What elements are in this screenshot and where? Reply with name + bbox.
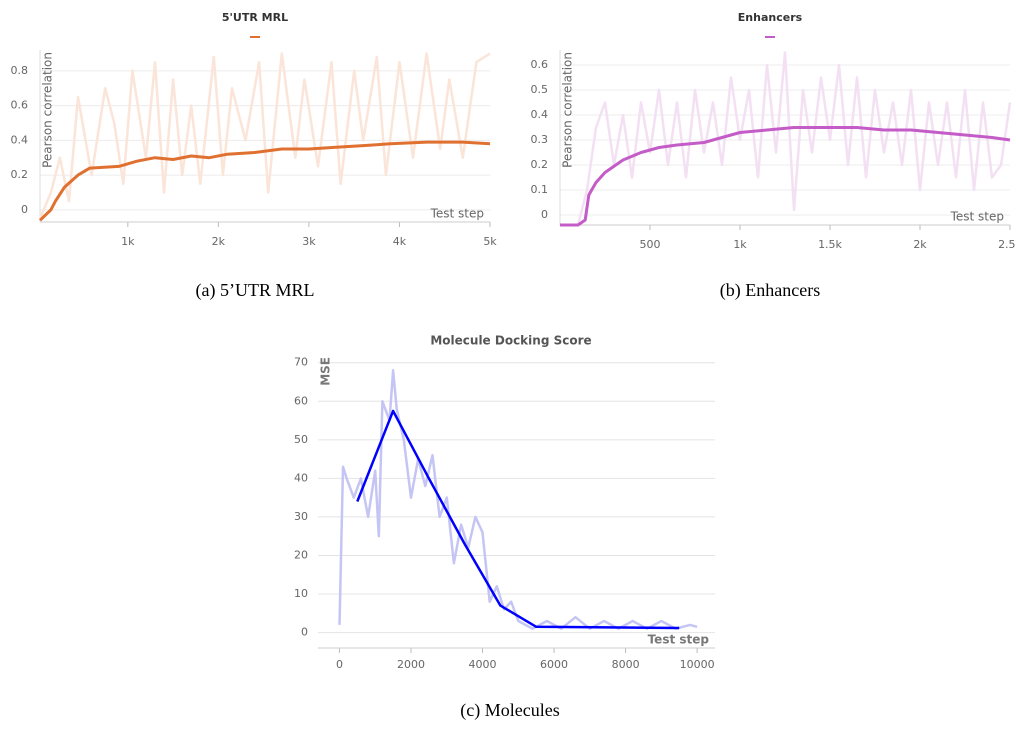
x-tick-label: 1k (121, 235, 135, 248)
x-tick-label: 5k (483, 235, 497, 248)
x-tick-label: 4k (393, 235, 407, 248)
y-tick-label: 0 (541, 208, 548, 221)
y-axis-label: MSE (319, 357, 333, 386)
y-tick-label: 0.2 (531, 158, 549, 171)
caption: (c) Molecules (460, 700, 559, 721)
raw-line (338, 369, 698, 630)
x-tick-label: 1k (733, 238, 747, 251)
chart-title: Enhancers (738, 11, 803, 24)
y-tick-label: 70 (294, 356, 308, 369)
y-tick-label: 50 (294, 433, 308, 446)
y-tick-label: 20 (294, 548, 308, 561)
y-tick-label: 0.2 (11, 168, 29, 181)
x-tick-label: 2k (212, 235, 226, 248)
raw-line (38, 52, 491, 219)
x-tick-label: 500 (640, 238, 661, 251)
y-axis-label: Pearson correlation (561, 52, 575, 168)
y-tick-label: 0.8 (11, 64, 29, 77)
y-tick-label: 0 (21, 203, 28, 216)
chart-title: Molecule Docking Score (430, 334, 591, 348)
y-tick-label: 0.3 (531, 133, 549, 146)
y-tick-label: 40 (294, 471, 308, 484)
x-tick-label: 10000 (680, 658, 715, 671)
y-tick-label: 0.6 (11, 99, 29, 112)
y-tick-label: 60 (294, 394, 308, 407)
x-axis-label: Test step (950, 210, 1004, 224)
y-tick-label: 0.4 (11, 133, 29, 146)
x-axis-label: Test step (648, 633, 710, 647)
chart-title: 5'UTR MRL (222, 11, 288, 24)
x-tick-label: 3k (302, 235, 316, 248)
y-tick-label: 30 (294, 510, 308, 523)
x-tick-label: 6000 (540, 658, 568, 671)
x-tick-label: 8000 (612, 658, 640, 671)
caption: (b) Enhancers (720, 280, 820, 301)
y-tick-label: 0.4 (531, 108, 549, 121)
x-tick-label: 1.5k (818, 238, 842, 251)
x-axis-label: Test step (430, 207, 484, 221)
y-axis-label: Pearson correlation (41, 52, 55, 168)
smoothed-line (38, 140, 491, 222)
caption: (a) 5’UTR MRL (196, 280, 315, 301)
x-tick-label: 2.5k (998, 238, 1016, 251)
smoothed-line (356, 409, 680, 630)
x-tick-label: 2000 (397, 658, 425, 671)
x-tick-label: 0 (336, 658, 343, 671)
y-tick-label: 0.6 (531, 58, 549, 71)
y-tick-label: 10 (294, 587, 308, 600)
x-tick-label: 2k (913, 238, 927, 251)
raw-line (560, 51, 1012, 227)
y-tick-label: 0.5 (531, 83, 549, 96)
y-tick-label: 0 (301, 626, 308, 639)
y-tick-label: 0.1 (531, 183, 549, 196)
x-tick-label: 4000 (469, 658, 497, 671)
smoothed-line (560, 126, 1011, 227)
